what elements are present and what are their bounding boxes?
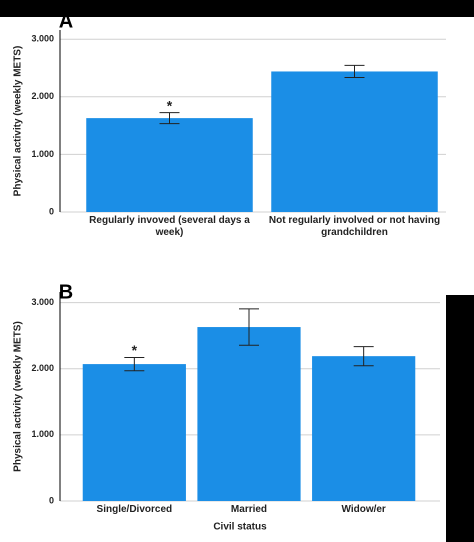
x-tick-label-box: Regularly invoved (several days a week): [89, 215, 250, 238]
bar: [197, 327, 301, 501]
y-axis-label: Physical activity (weekly METS): [13, 321, 24, 472]
bar: [271, 71, 438, 212]
annotation: *: [132, 342, 138, 358]
x-tick-label-box: Widow/er: [341, 504, 386, 515]
x-tick-label: Widow/er: [341, 504, 386, 515]
y-tick-label: 2.000: [31, 363, 54, 373]
annotation: *: [167, 97, 173, 113]
x-tick-label: Not regularly involved or not having gra…: [268, 215, 441, 238]
y-tick-label: 0: [49, 495, 54, 505]
y-tick-label: 3.000: [31, 34, 54, 44]
x-tick-label-box: Single/Divorced: [96, 504, 173, 515]
x-tick-label: Regularly invoved (several days a week): [89, 215, 250, 238]
x-axis-label: Civil status: [213, 522, 267, 533]
bar: [312, 356, 416, 501]
bar: [82, 364, 186, 501]
x-tick-label: Married: [230, 504, 268, 515]
x-tick-label-box: Married: [230, 504, 268, 515]
black-bar: [0, 0, 474, 17]
panel-label: A: [59, 10, 73, 32]
black-bar: [446, 295, 474, 542]
y-tick-label: 1.000: [31, 149, 54, 159]
x-tick-label-box: Not regularly involved or not having gra…: [268, 215, 441, 238]
y-tick-label: 1.000: [31, 429, 54, 439]
y-tick-label: 0: [49, 206, 54, 216]
x-tick-label: Single/Divorced: [96, 504, 173, 515]
y-tick-label: 3.000: [31, 297, 54, 307]
bar: [86, 118, 253, 212]
panel-label: B: [59, 281, 73, 303]
y-axis-label: Physical activity (weekly METS): [13, 46, 24, 197]
y-tick-label: 2.000: [31, 91, 54, 101]
